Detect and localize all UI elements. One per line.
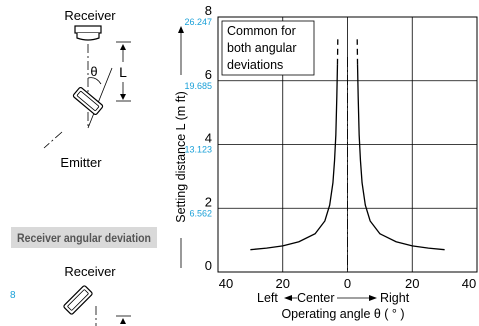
- distance-label: L: [119, 64, 127, 80]
- chart: 0 26.562 413.123 619.685 826.247 40 20 0 20 40 C…: [174, 3, 478, 321]
- bottom-dimension-arrow: [120, 318, 126, 324]
- emitter-axis-line: [43, 131, 63, 149]
- y-tick-label: 8: [205, 3, 212, 18]
- emitter-label: Emitter: [60, 155, 102, 170]
- curve-right-solid: [356, 64, 445, 251]
- y-axis-arrow-head: [178, 26, 184, 33]
- y-tick-label: 4: [205, 131, 212, 146]
- annotation-box: Common for both angular deviations: [221, 20, 315, 76]
- y-tick-ft-label: 19.685: [184, 81, 212, 91]
- angle-line: [87, 67, 113, 129]
- direction-center-label: Center: [297, 291, 335, 305]
- x-axis-ticks: 40 20 0 20 40: [219, 276, 476, 291]
- receiver-icon-bottom: [63, 285, 93, 315]
- annotation-frame: [221, 20, 315, 76]
- direction-left-label: Left: [257, 291, 278, 305]
- x-axis-title: Operating angle θ ( ° ): [281, 307, 404, 321]
- y-tick-ft-label: 13.123: [184, 145, 212, 155]
- annotation-line-3: deviations: [227, 58, 283, 72]
- curve-left-solid: [250, 64, 339, 251]
- x-tick-label: 20: [276, 276, 290, 291]
- x-tick-label: 0: [344, 276, 351, 291]
- x-tick-label: 40: [462, 276, 476, 291]
- receiver-label-bottom: Receiver: [64, 264, 116, 279]
- y-tick-label: 2: [205, 194, 212, 209]
- section-label-background: [11, 227, 157, 248]
- emitter-icon: [72, 86, 104, 116]
- direction-row: Left Center Right: [257, 291, 410, 305]
- y-tick-label: 0: [205, 258, 212, 273]
- y-axis-ticks: 0 26.562 413.123 619.685 826.247: [184, 3, 212, 273]
- distance-dimension: [116, 41, 131, 102]
- section-label: Receiver angular deviation: [17, 231, 151, 245]
- direction-right-label: Right: [380, 291, 410, 305]
- x-tick-label: 40: [219, 276, 233, 291]
- receiver-label-top: Receiver: [64, 8, 116, 23]
- receiver-icon-top: [74, 25, 102, 41]
- right-arrow-head: [369, 295, 377, 301]
- theta-label: θ: [90, 64, 97, 79]
- angle-arc: [87, 77, 102, 85]
- y-tick-label: 6: [205, 67, 212, 82]
- x-tick-label: 20: [405, 276, 419, 291]
- y-tick-ft-label: 6.562: [189, 208, 212, 218]
- stray-number: 8: [10, 290, 16, 301]
- y-tick-ft-label: 26.247: [184, 17, 212, 27]
- curves: [250, 39, 445, 251]
- plot-frame: [217, 16, 478, 273]
- y-axis-title: Setting distance L (m ft): [174, 91, 188, 223]
- y-axis-title-group: Setting distance L (m ft): [174, 26, 188, 268]
- left-arrow-head: [284, 295, 292, 301]
- annotation-line-1: Common for: [227, 24, 296, 38]
- top-diagram: Receiver θ L Emitter: [43, 8, 131, 170]
- bottom-diagram: Receiver angular deviation Receiver 8: [10, 227, 157, 326]
- annotation-line-2: both angular: [227, 41, 297, 55]
